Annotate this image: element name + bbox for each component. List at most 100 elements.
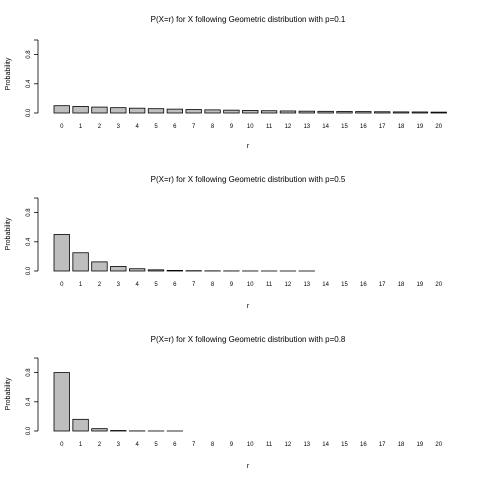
bar — [110, 107, 127, 114]
x-tick-label: 19 — [417, 282, 424, 288]
x-tick-label: 4 — [135, 282, 139, 288]
y-tick-label: 0.4 — [26, 79, 32, 88]
bar — [204, 109, 221, 114]
bars — [53, 234, 315, 272]
x-axis-label: r — [247, 303, 250, 310]
x-tick-label: 12 — [285, 442, 292, 448]
x-tick-label: 20 — [435, 442, 442, 448]
chart-panel-p01: P(X=r) for X following Geometric distrib… — [5, 15, 447, 150]
y-axis-label: Probability — [5, 57, 12, 90]
chart-title: P(X=r) for X following Geometric distrib… — [151, 175, 346, 184]
x-tick-label: 1 — [79, 282, 83, 288]
x-tick-label: 9 — [230, 282, 234, 288]
x-tick-label: 14 — [322, 124, 329, 130]
x-tick-label: 6 — [173, 124, 177, 130]
bar — [91, 106, 108, 114]
x-tick-label: 20 — [435, 282, 442, 288]
x-tick-label: 5 — [154, 282, 158, 288]
x-tick-label: 4 — [135, 124, 139, 130]
x-tick-label: 15 — [341, 282, 348, 288]
bar — [53, 372, 70, 432]
y-axis-label: Probability — [5, 217, 12, 250]
x-tick-label: 9 — [230, 124, 234, 130]
x-tick-label: 0 — [60, 282, 64, 288]
x-tick-label: 8 — [211, 282, 215, 288]
chart-title: P(X=r) for X following Geometric distrib… — [151, 335, 346, 344]
y-tick-label: 0.0 — [26, 426, 32, 435]
x-tick-label: 0 — [60, 442, 64, 448]
bar — [72, 106, 89, 114]
bar — [298, 110, 315, 114]
x-tick-label: 5 — [154, 442, 158, 448]
bar — [411, 111, 429, 114]
bar — [128, 107, 146, 114]
bar — [166, 108, 184, 114]
bar — [223, 109, 240, 114]
x-tick-label: 0 — [60, 124, 64, 130]
bar — [279, 110, 297, 114]
chart-panel-p08: P(X=r) for X following Geometric distrib… — [5, 335, 443, 470]
x-tick-label: 3 — [117, 442, 121, 448]
x-tick-label: 1 — [79, 124, 83, 130]
x-tick-label: 10 — [247, 124, 254, 130]
x-tick-labels: 0 1 2 3 4 5 6 7 8 9 10 11 12 13 14 15 16 17 18 19 20 — [60, 124, 443, 130]
y-axis: 0.0 0.4 0.8 — [26, 357, 39, 435]
bar — [355, 111, 372, 114]
x-tick-label: 11 — [266, 442, 273, 448]
x-tick-label: 3 — [117, 282, 121, 288]
y-axis: 0.0 0.4 0.8 — [26, 39, 39, 117]
y-tick-label: 0.8 — [26, 368, 32, 377]
bar — [53, 234, 70, 272]
chart-panel-p05: P(X=r) for X following Geometric distrib… — [5, 175, 443, 310]
x-tick-label: 17 — [379, 124, 386, 130]
bar — [110, 266, 127, 272]
x-tick-label: 9 — [230, 442, 234, 448]
y-tick-label: 0.8 — [26, 50, 32, 59]
x-tick-label: 14 — [322, 442, 329, 448]
bar — [185, 109, 202, 114]
y-tick-label: 0.4 — [26, 397, 32, 406]
bar — [53, 105, 70, 114]
x-tick-label: 17 — [379, 282, 386, 288]
x-tick-label: 14 — [322, 282, 329, 288]
x-tick-label: 13 — [303, 442, 310, 448]
bar — [128, 268, 146, 272]
x-tick-label: 11 — [266, 282, 273, 288]
x-tick-label: 12 — [285, 282, 292, 288]
bar — [147, 108, 165, 114]
bars — [53, 105, 447, 114]
bar — [91, 428, 108, 432]
bar — [72, 418, 89, 432]
x-tick-label: 17 — [379, 442, 386, 448]
y-tick-label: 0.0 — [26, 108, 32, 117]
x-tick-label: 18 — [398, 442, 405, 448]
y-tick-label: 0.0 — [26, 266, 32, 275]
x-tick-label: 10 — [247, 442, 254, 448]
x-tick-label: 5 — [154, 124, 158, 130]
bar — [336, 111, 353, 114]
x-tick-label: 13 — [303, 124, 310, 130]
bar — [242, 110, 259, 114]
x-tick-label: 15 — [341, 124, 348, 130]
x-tick-label: 15 — [341, 442, 348, 448]
x-tick-label: 1 — [79, 442, 83, 448]
x-tick-label: 7 — [192, 282, 196, 288]
x-tick-label: 16 — [360, 124, 367, 130]
x-tick-label: 10 — [247, 282, 254, 288]
y-axis-label: Probability — [5, 377, 12, 410]
bar — [166, 270, 184, 272]
x-tick-label: 6 — [173, 442, 177, 448]
x-axis-label: r — [247, 143, 250, 150]
bar — [260, 110, 278, 114]
bar — [430, 111, 447, 114]
x-tick-label: 20 — [435, 124, 442, 130]
x-tick-label: 19 — [417, 124, 424, 130]
x-tick-label: 11 — [266, 124, 273, 130]
x-tick-labels: 0 1 2 3 4 5 6 7 8 9 10 11 12 13 14 15 16 17 18 19 20 — [60, 442, 443, 448]
x-tick-label: 2 — [98, 442, 102, 448]
x-tick-label: 18 — [398, 124, 405, 130]
y-axis: 0.0 0.4 0.8 — [26, 197, 39, 275]
x-tick-label: 3 — [117, 124, 121, 130]
